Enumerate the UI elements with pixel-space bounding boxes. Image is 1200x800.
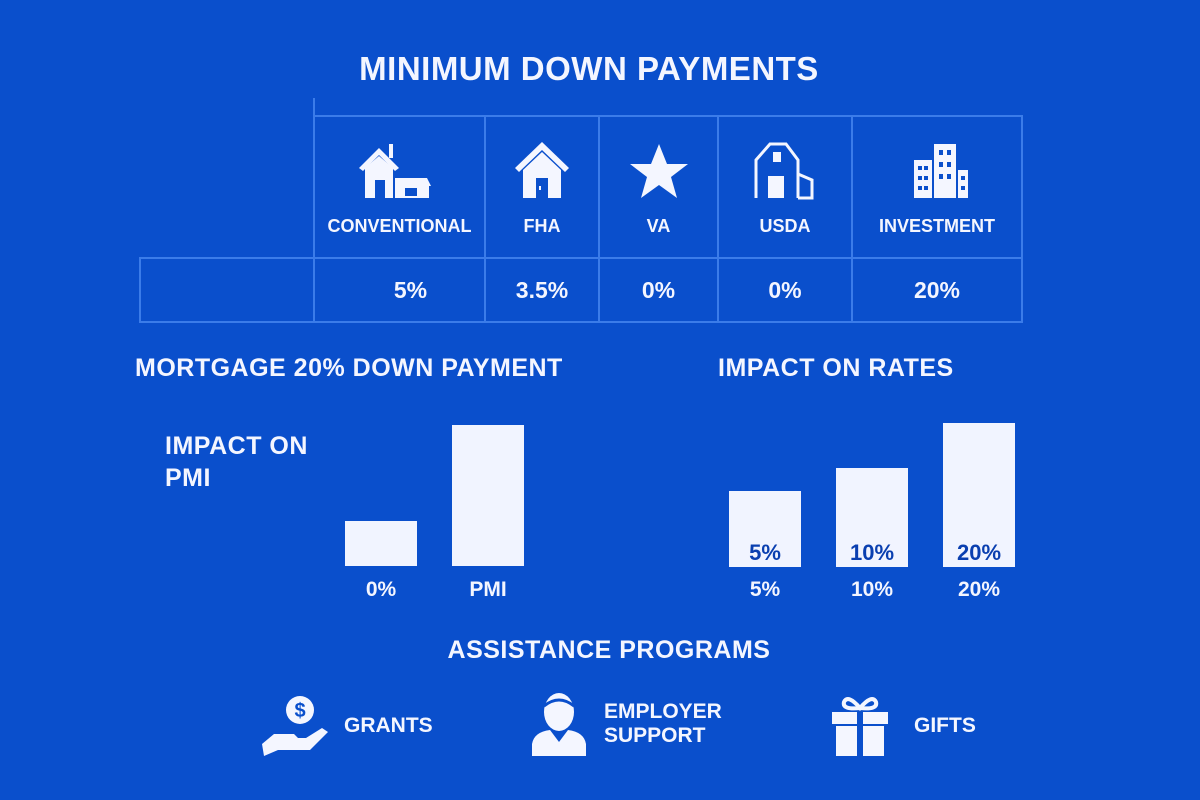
barn-icon bbox=[754, 142, 814, 199]
loan-type-conventional: CONVENTIONAL bbox=[313, 115, 486, 259]
down-payment-value: 0% bbox=[641, 276, 676, 303]
program-label: EMPLOYER SUPPORT bbox=[604, 700, 722, 747]
program-label: GIFTS bbox=[914, 714, 976, 737]
loan-type-investment: INVESTMENT bbox=[851, 115, 1023, 259]
program-label: GRANTS bbox=[344, 714, 433, 737]
star-icon bbox=[629, 143, 688, 198]
pmi-bar-0pct bbox=[345, 521, 417, 566]
page-title: MINIMUM DOWN PAYMENTS bbox=[359, 50, 819, 87]
empty-cell bbox=[139, 257, 315, 323]
person-icon bbox=[532, 693, 586, 756]
rates-section-title: IMPACT ON RATES bbox=[718, 354, 954, 382]
rate-bar-label: 20% bbox=[957, 578, 1001, 601]
value-cell: 20% bbox=[851, 257, 1023, 323]
program-gifts: GIFTS bbox=[830, 694, 976, 758]
rate-bar-label: 5% bbox=[749, 578, 781, 601]
program-grants: $ GRANTS bbox=[258, 694, 433, 758]
loan-type-fha: FHA bbox=[484, 115, 600, 259]
pmi-section-title: MORTGAGE 20% DOWN PAYMENT bbox=[135, 354, 563, 382]
loan-type-usda: USDA bbox=[717, 115, 853, 259]
down-payment-value: 0% bbox=[768, 276, 802, 303]
rate-bar-10pct bbox=[836, 468, 908, 567]
loan-type-label: USDA bbox=[759, 215, 811, 236]
buildings-icon bbox=[914, 143, 968, 198]
pmi-subtitle: IMPACT ON PMI bbox=[165, 432, 308, 492]
divider bbox=[313, 98, 315, 116]
svg-text:$: $ bbox=[294, 700, 305, 722]
rate-bar-5pct bbox=[729, 491, 801, 567]
down-payment-value: 5% bbox=[393, 276, 428, 303]
loan-type-label: INVESTMENT bbox=[878, 215, 995, 236]
value-cell: 3.5% bbox=[484, 257, 600, 323]
rate-bar-inner-label: 10% bbox=[849, 540, 895, 565]
pmi-bar-label: PMI bbox=[469, 578, 507, 601]
program-employer-support: EMPLOYER SUPPORT bbox=[528, 690, 744, 758]
down-payment-value: 20% bbox=[913, 276, 961, 303]
down-payment-value: 3.5% bbox=[515, 276, 569, 303]
house-icon bbox=[515, 141, 569, 198]
value-cell: 0% bbox=[717, 257, 853, 323]
loan-type-label: CONVENTIONAL bbox=[327, 215, 472, 236]
rate-bar-inner-label: 5% bbox=[749, 540, 781, 565]
loan-type-va: VA bbox=[598, 115, 719, 259]
pmi-bar-label: 0% bbox=[365, 578, 397, 601]
loan-type-label: VA bbox=[646, 215, 671, 236]
value-cell: 0% bbox=[598, 257, 719, 323]
hand-coin-icon: $ bbox=[262, 696, 328, 756]
rate-bar-20pct bbox=[943, 423, 1015, 567]
pmi-bar-pmi bbox=[452, 425, 524, 566]
gift-icon bbox=[832, 697, 888, 756]
rate-bar-label: 10% bbox=[850, 578, 894, 601]
loan-type-label: FHA bbox=[523, 215, 561, 236]
house-with-garage-icon bbox=[358, 143, 431, 198]
rate-bar-inner-label: 20% bbox=[956, 540, 1002, 565]
value-cell: 5% bbox=[313, 257, 486, 323]
assistance-title: ASSISTANCE PROGRAMS bbox=[447, 636, 771, 664]
